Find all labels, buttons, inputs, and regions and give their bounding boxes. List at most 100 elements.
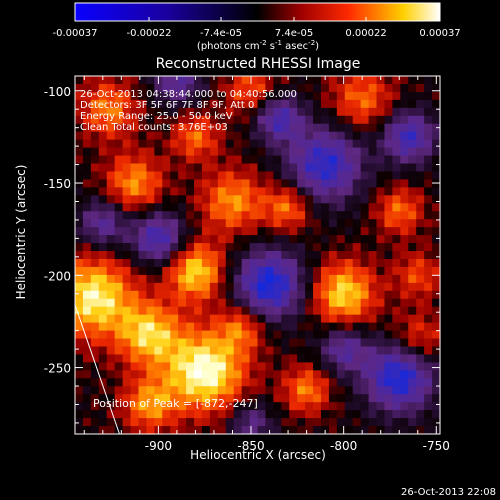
heatmap-cell [98, 131, 108, 141]
heatmap-cell [273, 115, 282, 125]
heatmap-cell [90, 187, 100, 196]
heatmap-cell [265, 76, 274, 85]
heatmap-cell [376, 370, 386, 379]
heatmap-cell [352, 266, 362, 276]
heatmap-cell [75, 131, 84, 141]
heatmap-cell [249, 290, 259, 300]
heatmap-cell [170, 155, 179, 165]
heatmap-cell [249, 171, 259, 181]
heatmap-cell [257, 83, 267, 93]
heatmap-cell [114, 266, 124, 276]
heatmap-cell [320, 243, 330, 252]
heatmap-cell [225, 362, 235, 371]
heatmap-cell [75, 298, 84, 308]
heatmap-cell [122, 274, 132, 284]
heatmap-cell [209, 195, 219, 204]
heatmap-cell [257, 235, 267, 244]
heatmap-cell [162, 298, 171, 308]
heatmap-cell [352, 91, 362, 101]
heatmap-cell [98, 76, 108, 85]
heatmap-cell [138, 258, 148, 268]
heatmap-cell [313, 139, 322, 149]
heatmap-cell [225, 115, 235, 125]
heatmap-cell [146, 314, 155, 324]
heatmap-cell [130, 227, 140, 236]
heatmap-cell [186, 426, 195, 435]
heatmap-cell [400, 107, 409, 117]
heatmap-cell [233, 370, 243, 379]
heatmap-cell [106, 386, 116, 395]
heatmap-cell [305, 338, 314, 348]
heatmap-cell [170, 139, 179, 149]
heatmap-cell [82, 306, 92, 316]
heatmap-cell [408, 147, 417, 157]
heatmap-cell [424, 171, 433, 181]
heatmap-cell [416, 243, 425, 252]
heatmap-cell [98, 354, 108, 363]
heatmap-cell [75, 211, 84, 220]
heatmap-cell [106, 131, 116, 141]
heatmap-cell [320, 187, 330, 196]
heatmap-cell [162, 410, 171, 419]
heatmap-cell [122, 83, 132, 93]
heatmap-cell [130, 251, 140, 260]
heatmap-cell [352, 274, 362, 284]
heatmap-cell [328, 219, 338, 228]
heatmap-cell [178, 76, 187, 85]
heatmap-cell [384, 163, 393, 173]
heatmap-cell [241, 155, 251, 165]
heatmap-cell [225, 378, 235, 387]
heatmap-cell [146, 306, 155, 316]
heatmap-cell [98, 394, 108, 403]
heatmap-cell [194, 298, 203, 308]
heatmap-cell [138, 91, 148, 101]
heatmap-cell [209, 402, 219, 411]
heatmap-cell [289, 251, 298, 260]
heatmap-cell [313, 282, 322, 292]
heatmap-cell [328, 195, 338, 204]
heatmap-cell [281, 203, 290, 212]
heatmap-cell [336, 330, 346, 340]
heatmap-cell [75, 243, 84, 252]
heatmap-cell [313, 298, 322, 308]
heatmap-cell [162, 91, 171, 101]
heatmap-cell [432, 418, 441, 427]
heatmap-cell [194, 378, 203, 387]
heatmap-cell [170, 171, 179, 181]
heatmap-cell [233, 290, 243, 300]
heatmap-cell [408, 115, 417, 125]
heatmap-cell [249, 394, 259, 403]
heatmap-cell [122, 346, 132, 356]
heatmap-cell [241, 227, 251, 236]
heatmap-cell [233, 187, 243, 196]
heatmap-cell [82, 290, 92, 300]
heatmap-cell [257, 402, 267, 411]
heatmap-cell [90, 346, 100, 356]
heatmap-cell [344, 227, 354, 236]
heatmap-cell [106, 346, 116, 356]
heatmap-cell [209, 139, 219, 149]
heatmap-cell [209, 418, 219, 427]
heatmap-cell [273, 227, 282, 236]
heatmap-cell [233, 251, 243, 260]
heatmap-cell [233, 322, 243, 332]
heatmap-cell [297, 115, 306, 125]
heatmap-cell [360, 211, 370, 220]
heatmap-cell [257, 362, 267, 371]
heatmap-cell [352, 346, 362, 356]
heatmap-cell [241, 179, 251, 188]
heatmap-cell [408, 338, 417, 348]
heatmap-cell [130, 163, 140, 173]
heatmap-cell [376, 139, 386, 149]
y-tick-label: -100 [44, 85, 71, 99]
heatmap-cell [178, 131, 187, 141]
heatmap-cell [320, 147, 330, 157]
rhessi-image-chart: Reconstructed RHESSI Image -900 -850 -800-… [0, 52, 500, 472]
heatmap-cell [178, 394, 187, 403]
heatmap-cell [273, 362, 282, 371]
heatmap-cell [305, 394, 314, 403]
heatmap-cell [289, 370, 298, 379]
heatmap-cell [297, 426, 306, 435]
heatmap-cell [328, 346, 338, 356]
heatmap-cell [233, 426, 243, 435]
